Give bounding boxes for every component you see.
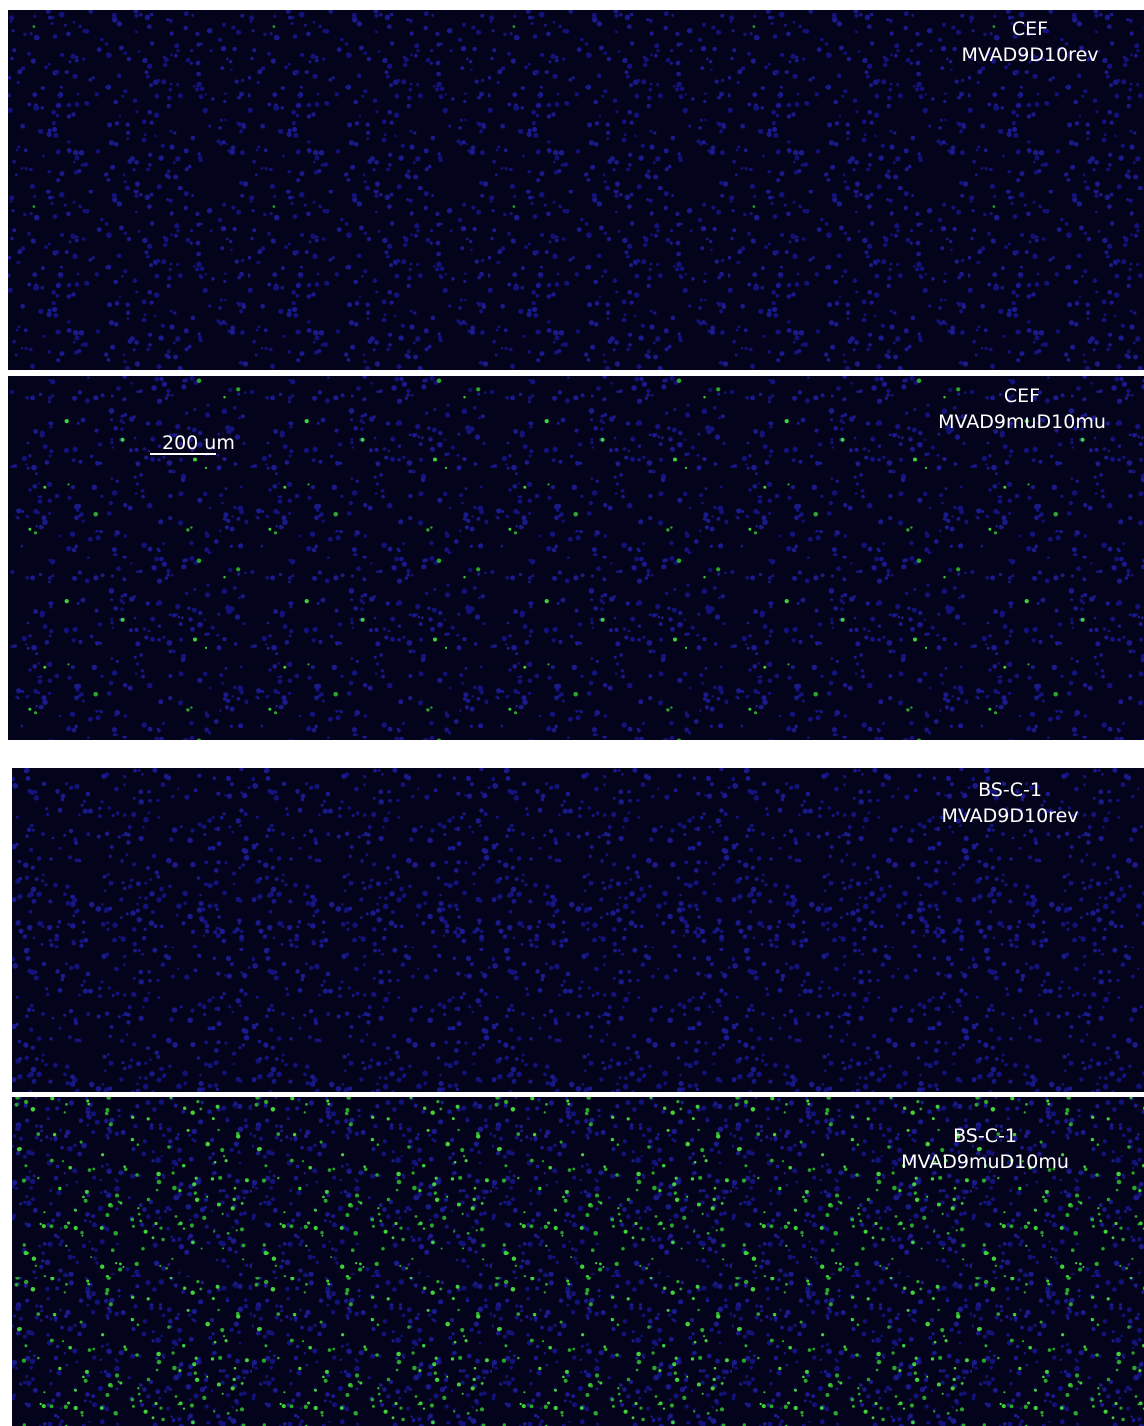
cell-line-label: BS-C-1 xyxy=(978,779,1042,801)
cell-line-label: BS-C-1 xyxy=(953,1125,1017,1147)
virus-label: MVAD9D10rev xyxy=(961,44,1098,66)
scale-bar-label: 200 um xyxy=(162,432,235,454)
panels: CEF MVAD9D10rev CEF MVAD9muD10mu BS-C-1 MVAD9… xyxy=(8,10,1144,1426)
virus-label: MVAD9muD10mu xyxy=(938,411,1106,433)
figure: CEF MVAD9D10rev CEF MVAD9muD10mu BS-C-1 MVAD9… xyxy=(0,0,1144,1426)
virus-label: MVAD9D10rev xyxy=(941,805,1078,827)
virus-label: MVAD9muD10mu xyxy=(901,1151,1069,1173)
cell-line-label: CEF xyxy=(1004,385,1040,407)
cell-line-label: CEF xyxy=(1012,18,1048,40)
page: CEF MVAD9D10rev CEF MVAD9muD10mu BS-C-1 MVAD9… xyxy=(0,0,1144,1426)
